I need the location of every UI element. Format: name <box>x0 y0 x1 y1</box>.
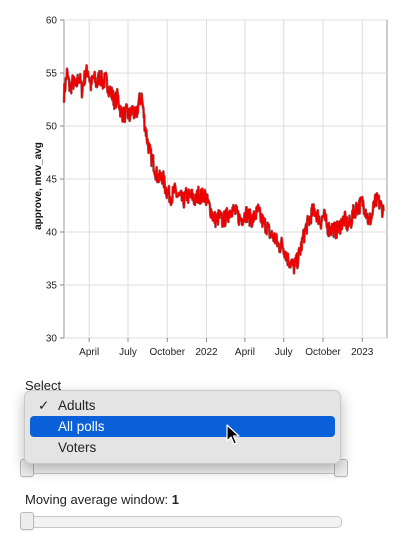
y-tick-label: 45 <box>46 175 58 186</box>
y-tick-label: 35 <box>46 281 58 292</box>
option-label: Adults <box>58 398 96 413</box>
x-tick-label: April <box>79 347 99 358</box>
moving-average-value: 1 <box>171 492 179 507</box>
chart-ticks: 30 35 40 45 50 55 60 April July October 2022 April J… <box>46 16 374 359</box>
x-tick-label: 2022 <box>195 347 218 358</box>
x-tick-label: July <box>119 347 137 358</box>
y-axis-title: approve, mov_avg <box>33 142 44 230</box>
chart-series <box>62 64 385 275</box>
moving-average-slider-track[interactable] <box>24 516 342 528</box>
line-chart: 30 35 40 45 50 55 60 April July October 2022 April J… <box>33 16 388 359</box>
moving-average-slider-handle[interactable] <box>20 512 34 530</box>
x-tick-label: July <box>275 347 293 358</box>
moving-average-label: Moving average window: 1 <box>25 492 179 507</box>
series-line <box>63 64 385 275</box>
y-tick-label: 60 <box>46 16 58 27</box>
x-tick-label: 2023 <box>351 347 374 358</box>
checkmark-icon: ✓ <box>38 398 50 413</box>
option-all-polls[interactable]: All polls <box>30 416 335 437</box>
x-tick-label: April <box>235 347 255 358</box>
chart-grid <box>63 19 388 339</box>
y-tick-label: 30 <box>46 334 58 345</box>
x-tick-label: October <box>305 347 341 358</box>
moving-average-text: Moving average window: <box>25 492 172 507</box>
arrow-cursor-icon <box>226 424 240 445</box>
date-range-end-handle[interactable] <box>334 459 348 477</box>
option-adults[interactable]: ✓ Adults <box>30 395 335 416</box>
y-tick-label: 50 <box>46 122 58 133</box>
y-tick-label: 55 <box>46 69 58 80</box>
select-label: Select <box>25 378 62 393</box>
poll-type-dropdown-menu[interactable]: ✓ Adults All polls Voters <box>24 390 341 464</box>
option-label: All polls <box>58 419 105 434</box>
x-tick-label: October <box>149 347 185 358</box>
option-voters[interactable]: Voters <box>30 437 335 458</box>
option-label: Voters <box>58 440 97 455</box>
y-tick-label: 40 <box>46 228 58 239</box>
